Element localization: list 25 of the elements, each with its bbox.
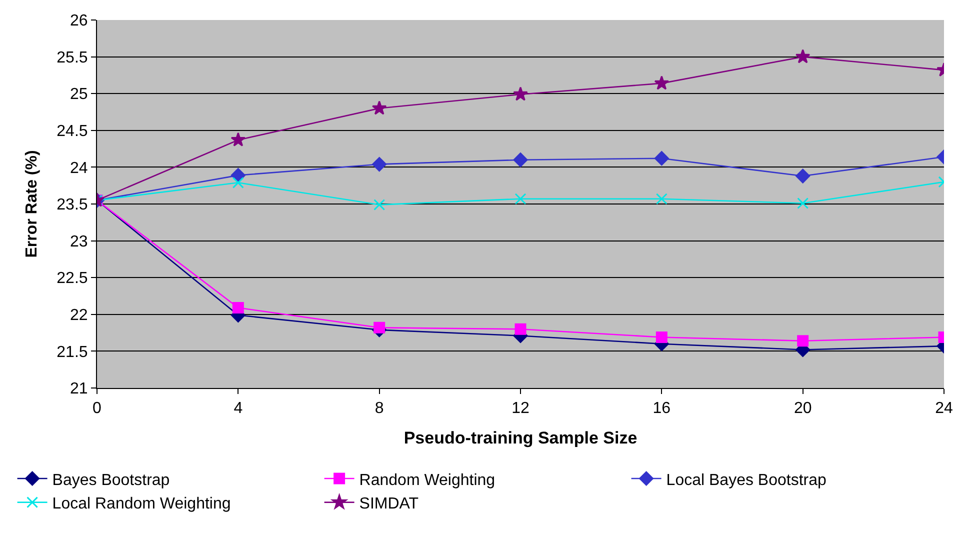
legend-label: Local Bayes Bootstrap <box>666 472 826 489</box>
x-tick-label: 24 <box>935 400 953 418</box>
x-tick-label: 4 <box>234 400 243 418</box>
y-tick-label: 21 <box>70 380 88 398</box>
legend-label: Random Weighting <box>359 472 496 489</box>
y-tick-label: 23 <box>70 233 88 250</box>
y-tick-label: 24.5 <box>56 123 88 140</box>
y-tick-label: 24 <box>70 160 88 177</box>
y-tick-label: 25 <box>70 86 88 104</box>
legend-label: Local Random Weighting <box>52 496 231 513</box>
y-axis-title: Error Rate (%) <box>24 150 41 258</box>
y-tick-label: 22 <box>70 307 88 324</box>
x-tick-label: 0 <box>92 400 102 418</box>
y-tick-label: 26 <box>70 12 88 30</box>
y-tick-label: 25.5 <box>56 49 88 66</box>
y-tick-label: 21.5 <box>56 344 88 361</box>
x-tick-label: 16 <box>652 400 671 418</box>
legend-label: Bayes Bootstrap <box>52 472 170 489</box>
x-tick-label: 12 <box>512 400 530 418</box>
y-tick-label: 22.5 <box>56 270 88 288</box>
x-tick-label: 20 <box>794 400 812 418</box>
x-tick-label: 8 <box>374 400 384 418</box>
x-axis-title: Pseudo-training Sample Size <box>404 428 638 448</box>
y-tick-label: 23.5 <box>56 196 88 214</box>
legend-label: SIMDAT <box>359 496 419 513</box>
